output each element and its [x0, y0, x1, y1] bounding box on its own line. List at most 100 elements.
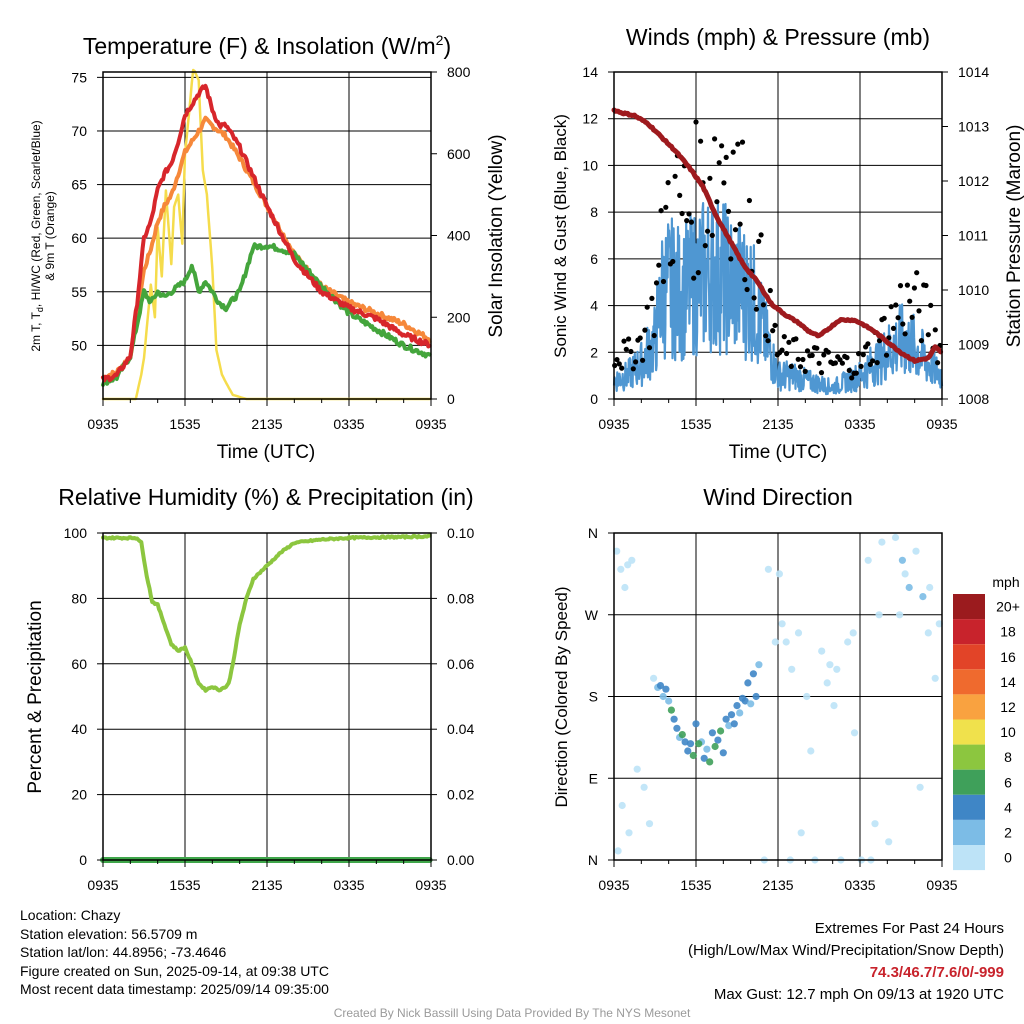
direction-point — [727, 711, 736, 719]
gust-point — [816, 360, 822, 366]
direction-point — [833, 665, 841, 673]
direction-point — [670, 715, 678, 723]
winds-ytick-label: 8 — [590, 204, 598, 220]
gust-point — [795, 356, 801, 362]
gust-point — [651, 332, 657, 339]
gust-point — [637, 335, 643, 341]
direction-point — [692, 720, 700, 728]
gust-point — [737, 221, 743, 227]
direction-point — [678, 731, 686, 739]
speed-legend-title: mph — [992, 574, 1019, 590]
direction-point — [924, 629, 932, 637]
direction-point — [617, 565, 625, 573]
direction-point — [613, 547, 621, 555]
legend-swatch — [953, 694, 985, 720]
temperature-ylabel-right: Solar Insolation (Yellow) — [486, 134, 507, 337]
sonic-wind-line — [612, 202, 944, 396]
gust-point — [802, 368, 808, 374]
station-info: Location: Chazy Station elevation: 56.57… — [20, 906, 329, 999]
pressure-line — [611, 107, 944, 364]
direction-ylabel-left: Direction (Colored By Speed) — [552, 586, 571, 807]
gust-point — [660, 278, 667, 285]
gust-point — [714, 199, 720, 205]
legend-label: 6 — [1004, 774, 1012, 790]
direction-point — [926, 583, 934, 592]
gust-point — [825, 349, 832, 355]
direction-point — [708, 729, 717, 737]
winds-xtick-label: 0935 — [598, 416, 629, 432]
direction-point — [803, 692, 811, 701]
gust-point — [702, 243, 708, 249]
winds-panel: Winds (mph) & Pressure (mb) 0935 1535 2135… — [551, 24, 1024, 463]
legend-swatch — [953, 594, 985, 620]
direction-point — [764, 565, 773, 573]
temperature-ytick-label: 50 — [71, 337, 87, 353]
gust-point — [665, 180, 671, 186]
temperature-xtick-label: 1535 — [169, 416, 200, 432]
extremes-subheading: (High/Low/Max Wind/Precipitation/Snow De… — [688, 942, 1004, 959]
gust-point — [644, 304, 650, 310]
winds-ytick-label: 2 — [590, 344, 598, 360]
direction-point — [844, 638, 852, 646]
gust-point — [751, 295, 757, 301]
direction-point — [645, 820, 654, 828]
direction-point — [686, 740, 695, 748]
station-elevation: Station elevation: 56.5709 m — [20, 925, 198, 942]
gust-point — [712, 136, 718, 142]
winds-xtick-label: 0935 — [926, 416, 957, 432]
direction-point — [722, 715, 730, 723]
gust-point — [858, 363, 864, 369]
gust-point — [616, 361, 622, 367]
gust-point — [621, 338, 627, 344]
winds-ytick-label: 12 — [582, 111, 598, 127]
legend-label: 10 — [1000, 724, 1016, 740]
direction-point — [700, 754, 708, 762]
winds-ylabel-left: Sonic Wind & Gust (Blue, Black) — [551, 114, 570, 358]
legend-label: 0 — [1004, 850, 1012, 866]
winds-ytick-right-label: 1014 — [958, 64, 989, 80]
legend-label: 8 — [1004, 749, 1012, 765]
gust-point — [640, 357, 646, 363]
humidity-xtick-label: 0335 — [333, 877, 364, 893]
gust-point — [672, 173, 678, 179]
relative-humidity-line — [101, 533, 432, 693]
gust-point — [853, 370, 859, 376]
direction-point — [891, 533, 900, 542]
gust-point — [619, 365, 625, 371]
winds-ylabel-right: Station Pressure (Maroon) — [1004, 125, 1024, 348]
legend-label: 18 — [1000, 624, 1016, 640]
direction-point — [807, 747, 815, 755]
direction-xtick-label: 1535 — [680, 877, 711, 893]
humidity-ytick-label: 40 — [71, 721, 87, 737]
humidity-xtick-label: 1535 — [169, 877, 200, 893]
gust-point — [698, 138, 704, 144]
gust-point — [684, 218, 690, 224]
direction-point — [667, 706, 676, 714]
gust-point — [914, 270, 920, 276]
station-location: Location: Chazy — [20, 907, 121, 923]
winds-ytick-right-label: 1009 — [958, 337, 989, 353]
temperature-axes: 0935 1535 2135 0335 0935 50 55 60 65 70 75 0 200 400 6… — [71, 64, 470, 432]
gust-point — [809, 352, 815, 358]
direction-point — [706, 758, 714, 766]
winds-xtick-label: 1535 — [680, 416, 711, 432]
gust-point — [623, 346, 629, 352]
gust-point — [614, 357, 620, 363]
humidity-ytick-label: 0 — [79, 852, 87, 868]
recent-timestamp: Most recent data timestamp: 2025/09/14 0… — [20, 981, 329, 998]
direction-xtick-label: 0935 — [926, 877, 957, 893]
humidity-ytick-right-label: 0.10 — [447, 525, 474, 541]
gust-point — [707, 175, 713, 181]
direction-point — [747, 700, 755, 708]
direction-series — [613, 533, 943, 864]
winds-series — [611, 107, 944, 396]
direction-point — [823, 679, 831, 687]
gust-point — [728, 256, 734, 262]
winds-ytick-right-label: 1011 — [958, 228, 988, 244]
direction-point — [703, 745, 711, 753]
temperature-ytick-right-label: 0 — [447, 391, 455, 407]
direction-grid — [614, 533, 942, 860]
direction-point — [901, 570, 909, 578]
gust-point — [909, 314, 915, 320]
gust-point — [883, 352, 890, 358]
